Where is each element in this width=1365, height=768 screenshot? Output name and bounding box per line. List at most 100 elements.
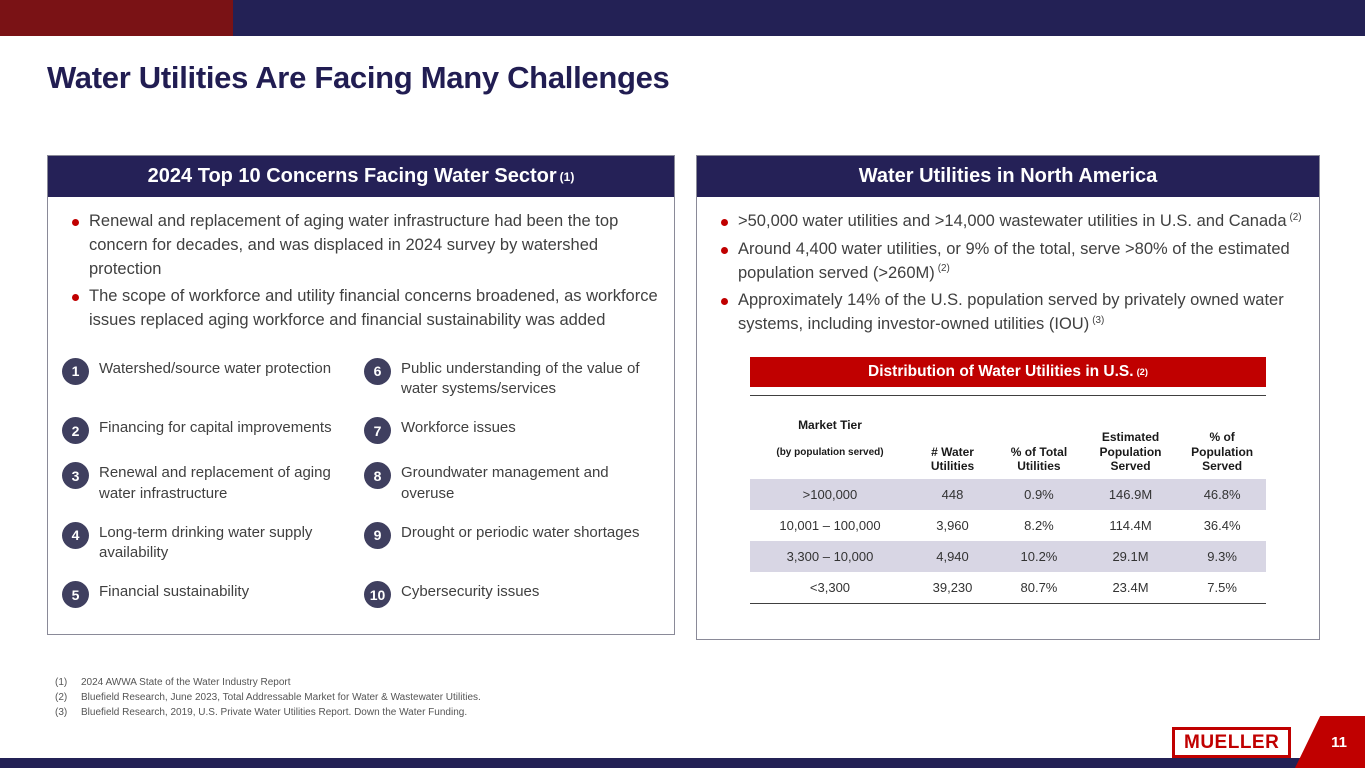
concern-label: Renewal and replacement of aging water i… bbox=[99, 464, 331, 502]
north-america-panel-header: Water Utilities in North America bbox=[697, 156, 1319, 197]
footnote-ref-2: (2) bbox=[937, 263, 950, 274]
bullet-text: Around 4,400 water utilities, or 9% of t… bbox=[738, 239, 1290, 282]
concern-number-badge: 2 bbox=[62, 417, 89, 445]
table-row: 10,001 – 100,000 3,960 8.2% 114.4M 36.4% bbox=[750, 510, 1266, 541]
footnote-ref-2: (2) bbox=[1289, 211, 1302, 223]
col-header-pct-total: % of Total Utilities bbox=[1010, 444, 1068, 473]
table-row: 3,300 – 10,000 4,940 10.2% 29.1M 9.3% bbox=[750, 541, 1266, 573]
footnote: (3) Bluefield Research, 2019, U.S. Privat… bbox=[55, 705, 481, 720]
table-cell: <3,300 bbox=[809, 580, 851, 596]
distribution-banner: Distribution of Water Utilities in U.S.(… bbox=[750, 356, 1266, 387]
concern-item: 8 Groundwater management and overuse bbox=[364, 461, 666, 504]
table-cell: 36.4% bbox=[1203, 518, 1241, 534]
top-bar bbox=[0, 0, 1365, 36]
distribution-banner-title: Distribution of Water Utilities in U.S. bbox=[868, 362, 1134, 380]
concern-item: 7 Workforce issues bbox=[364, 416, 666, 445]
col-header-est-population: Estimated Population Served bbox=[1099, 430, 1162, 473]
concern-number-badge: 9 bbox=[364, 521, 391, 549]
north-america-panel: Water Utilities in North America >50,000… bbox=[696, 155, 1320, 640]
concern-label: Financing for capital improvements bbox=[99, 419, 332, 437]
concern-number-badge: 5 bbox=[62, 581, 89, 609]
concern-label: Workforce issues bbox=[401, 419, 516, 437]
distribution-table: Market Tier (by population served) # Wat… bbox=[750, 394, 1266, 605]
bullet-item: The scope of workforce and utility finan… bbox=[68, 285, 658, 333]
top-bar-accent bbox=[0, 0, 233, 36]
bullet-item: Renewal and replacement of aging water i… bbox=[68, 210, 658, 281]
concern-item: 4 Long-term drinking water supply availa… bbox=[62, 521, 364, 564]
footnote: (2) Bluefield Research, June 2023, Total … bbox=[55, 690, 481, 705]
concern-item: 1 Watershed/source water protection bbox=[62, 357, 364, 400]
table-cell: 29.1M bbox=[1112, 549, 1149, 565]
concern-number-badge: 8 bbox=[364, 462, 391, 490]
bullet-item: Approximately 14% of the U.S. population… bbox=[717, 289, 1303, 337]
col-header-num-utilities: # Water Utilities bbox=[930, 444, 975, 473]
table-cell: 46.8% bbox=[1203, 487, 1241, 503]
table-cell: 39,230 bbox=[932, 580, 973, 596]
north-america-bullet-list: >50,000 water utilities and >14,000 wast… bbox=[697, 197, 1319, 337]
table-row: <3,300 39,230 80.7% 23.4M 7.5% bbox=[750, 572, 1266, 603]
bullet-text: Approximately 14% of the U.S. population… bbox=[738, 291, 1284, 333]
table-cell: 8.2% bbox=[1024, 518, 1054, 534]
footnotes: (1) 2024 AWWA State of the Water Industry… bbox=[55, 675, 481, 720]
page-title: Water Utilities Are Facing Many Challeng… bbox=[47, 60, 670, 95]
table-cell: 10,001 – 100,000 bbox=[779, 518, 881, 534]
mueller-logo: MUELLER bbox=[1172, 727, 1292, 758]
concern-item: 9 Drought or periodic water shortages bbox=[364, 521, 666, 564]
table-cell: 4,940 bbox=[936, 549, 969, 565]
concern-label: Long-term drinking water supply availabi… bbox=[99, 523, 313, 561]
footnote-text: 2024 AWWA State of the Water Industry Re… bbox=[81, 677, 291, 688]
concern-number-badge: 7 bbox=[364, 417, 391, 445]
footnote-number: (2) bbox=[55, 692, 68, 703]
bottom-bar bbox=[0, 758, 1365, 768]
table-cell: 3,960 bbox=[936, 518, 969, 534]
concern-label: Cybersecurity issues bbox=[401, 583, 540, 601]
table-cell: 9.3% bbox=[1207, 549, 1237, 565]
footnote-ref-3: (3) bbox=[1092, 314, 1105, 326]
table-cell: 7.5% bbox=[1207, 580, 1237, 596]
concern-number-badge: 4 bbox=[62, 521, 89, 549]
footnote-number: (1) bbox=[55, 677, 68, 688]
concern-number-badge: 10 bbox=[364, 581, 391, 609]
table-cell: 80.7% bbox=[1020, 580, 1058, 596]
concern-item: 6 Public understanding of the value of w… bbox=[364, 357, 666, 400]
north-america-panel-title: Water Utilities in North America bbox=[858, 165, 1158, 187]
col-header-market-tier: Market Tier (by population served) bbox=[750, 396, 910, 480]
table-cell: 3,300 – 10,000 bbox=[786, 549, 874, 565]
table-cell: 114.4M bbox=[1109, 518, 1152, 534]
page-number: 11 bbox=[1331, 733, 1347, 751]
col-header-line: Market Tier bbox=[798, 418, 862, 433]
concern-number-badge: 6 bbox=[364, 357, 391, 385]
concern-label: Drought or periodic water shortages bbox=[401, 523, 640, 541]
table-cell: 448 bbox=[941, 487, 964, 503]
concern-number-badge: 3 bbox=[62, 462, 89, 490]
concern-label: Groundwater management and overuse bbox=[401, 464, 609, 502]
bullet-text: >50,000 water utilities and >14,000 wast… bbox=[738, 212, 1287, 230]
table-header-row: Market Tier (by population served) # Wat… bbox=[750, 396, 1266, 480]
footnote-text: Bluefield Research, 2019, U.S. Private W… bbox=[81, 707, 468, 718]
footnote-text: Bluefield Research, June 2023, Total Add… bbox=[81, 692, 481, 703]
col-header-subline: (by population served) bbox=[776, 446, 884, 458]
concerns-panel-header: 2024 Top 10 Concerns Facing Water Sector… bbox=[48, 156, 674, 197]
concerns-panel: 2024 Top 10 Concerns Facing Water Sector… bbox=[47, 155, 675, 635]
col-header-pct-population: % of Population Served bbox=[1191, 430, 1254, 473]
table-cell: 146.9M bbox=[1108, 487, 1153, 503]
concern-item: 3 Renewal and replacement of aging water… bbox=[62, 461, 364, 504]
footnote: (1) 2024 AWWA State of the Water Industry… bbox=[55, 675, 481, 690]
table-row: >100,000 448 0.9% 146.9M 46.8% bbox=[750, 479, 1266, 511]
concern-number-badge: 1 bbox=[62, 357, 89, 385]
concern-item: 5 Financial sustainability bbox=[62, 580, 364, 609]
bullet-item: Around 4,400 water utilities, or 9% of t… bbox=[717, 238, 1303, 286]
concern-label: Public understanding of the value of wat… bbox=[401, 359, 640, 397]
concerns-bullet-list: Renewal and replacement of aging water i… bbox=[48, 197, 674, 333]
bullet-item: >50,000 water utilities and >14,000 wast… bbox=[717, 210, 1303, 234]
table-cell: 10.2% bbox=[1020, 549, 1058, 565]
concern-item: 2 Financing for capital improvements bbox=[62, 416, 364, 445]
concern-label: Watershed/source water protection bbox=[99, 359, 332, 377]
concerns-panel-title: 2024 Top 10 Concerns Facing Water Sector bbox=[147, 165, 557, 187]
table-cell: 23.4M bbox=[1112, 580, 1149, 596]
table-cell: >100,000 bbox=[802, 487, 858, 503]
concern-label: Financial sustainability bbox=[99, 583, 250, 601]
concern-item: 10 Cybersecurity issues bbox=[364, 580, 666, 609]
table-cell: 0.9% bbox=[1024, 487, 1054, 503]
